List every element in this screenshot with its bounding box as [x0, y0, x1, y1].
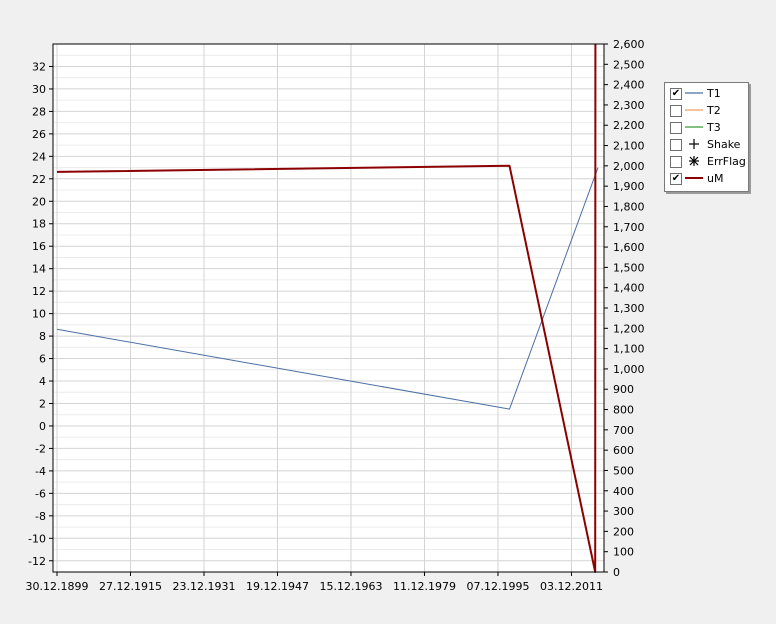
legend-item-t3[interactable]: T3: [670, 120, 748, 136]
legend-item-t2[interactable]: T2: [670, 103, 748, 119]
y-left-tick-label: 12: [32, 285, 46, 298]
plot-area: [52, 43, 605, 573]
x-tick-label: 15.12.1963: [319, 580, 382, 593]
y-left-tick-label: 2: [39, 397, 46, 410]
y-right-tick-label: 1,500: [613, 261, 645, 274]
y-left-tick-label: 8: [39, 330, 46, 343]
y-left-tick-label: -10: [28, 532, 46, 545]
y-right-tick-label: 500: [613, 464, 634, 477]
plot-border: [52, 43, 605, 573]
y-right-tick-label: 800: [613, 404, 634, 417]
y-right-tick-label: 2,200: [613, 119, 645, 132]
x-tick-label: 30.12.1899: [26, 580, 89, 593]
legend: ✔ T1 T2 T3 Shake ErrFlag ✔ uM: [664, 82, 749, 192]
legend-checkbox-errflag[interactable]: [670, 156, 682, 168]
asterisk-icon: [689, 156, 699, 166]
y-right-tick-label: 2,600: [613, 38, 645, 51]
legend-item-shake[interactable]: Shake: [670, 137, 748, 153]
y-right-tick-label: 1,200: [613, 322, 645, 335]
y-left-tick-label: 14: [32, 263, 46, 276]
legend-swatch-t1: [685, 92, 703, 94]
plus-icon: [689, 139, 699, 149]
y-right-tick-label: 2,100: [613, 140, 645, 153]
y-left-tick-label: -6: [35, 487, 46, 500]
y-right-tick-label: 1,800: [613, 200, 645, 213]
legend-label-shake: Shake: [707, 138, 741, 151]
legend-item-um[interactable]: ✔ uM: [670, 171, 748, 187]
y-left-tick-label: 26: [32, 128, 46, 141]
y-right-tick-label: 1,700: [613, 221, 645, 234]
legend-label-um: uM: [707, 172, 724, 185]
y-right-tick-label: 1,600: [613, 241, 645, 254]
y-right-tick-label: 2,000: [613, 160, 645, 173]
y-left-tick-label: 4: [39, 375, 46, 388]
y-left-tick-label: 22: [32, 173, 46, 186]
y-right-tick-label: 1,100: [613, 343, 645, 356]
x-tick-label: 03.12.2011: [540, 580, 603, 593]
x-tick-label: 07.12.1995: [466, 580, 529, 593]
x-tick-label: 27.12.1915: [99, 580, 162, 593]
x-tick-label: 11.12.1979: [393, 580, 456, 593]
y-left-tick-label: 18: [32, 218, 46, 231]
y-right-tick-label: 2,400: [613, 79, 645, 92]
legend-label-t2: T2: [707, 104, 721, 117]
y-left-tick-label: 24: [32, 150, 46, 163]
legend-label-t1: T1: [707, 87, 721, 100]
series-line-t1: [56, 167, 599, 410]
y-left-tick-label: 32: [32, 60, 46, 73]
legend-swatch-t3: [685, 126, 703, 128]
legend-checkbox-um[interactable]: ✔: [670, 173, 682, 185]
y-right-tick-label: 300: [613, 505, 634, 518]
legend-swatch-um: [685, 177, 703, 179]
series-line-um: [56, 43, 597, 573]
y-right-tick-label: 900: [613, 383, 634, 396]
y-left-tick-label: 0: [39, 420, 46, 433]
legend-item-t1[interactable]: ✔ T1: [670, 86, 748, 102]
legend-checkbox-t1[interactable]: ✔: [670, 88, 682, 100]
y-right-tick-label: 600: [613, 444, 634, 457]
y-left-tick-label: 20: [32, 195, 46, 208]
y-left-tick-label: 6: [39, 353, 46, 366]
y-left-tick-label: -12: [28, 555, 46, 568]
y-left-tick-label: -8: [35, 510, 46, 523]
y-right-tick-label: 100: [613, 546, 634, 559]
y-right-tick-label: 2,500: [613, 58, 645, 71]
y-right-tick-label: 1,000: [613, 363, 645, 376]
y-left-tick-label: 16: [32, 240, 46, 253]
legend-swatch-t2: [685, 109, 703, 111]
y-left-tick-label: -2: [35, 442, 46, 455]
legend-checkbox-t3[interactable]: [670, 122, 682, 134]
y-right-tick-label: 400: [613, 485, 634, 498]
grid-layer: [53, 44, 604, 572]
axis-layer: -12-10-8-6-4-202468101214161820222426283…: [26, 38, 645, 593]
y-left-tick-label: 30: [32, 83, 46, 96]
x-tick-label: 19.12.1947: [246, 580, 309, 593]
y-right-tick-label: 1,300: [613, 302, 645, 315]
legend-label-t3: T3: [707, 121, 721, 134]
y-right-tick-label: 0: [613, 566, 620, 579]
y-right-tick-label: 700: [613, 424, 634, 437]
legend-checkbox-shake[interactable]: [670, 139, 682, 151]
y-right-tick-label: 1,400: [613, 282, 645, 295]
y-left-tick-label: 28: [32, 105, 46, 118]
y-left-tick-label: -4: [35, 465, 46, 478]
legend-checkbox-t2[interactable]: [670, 105, 682, 117]
y-left-tick-label: 10: [32, 308, 46, 321]
legend-label-errflag: ErrFlag: [707, 155, 746, 168]
series-layer: [56, 43, 599, 573]
y-right-tick-label: 2,300: [613, 99, 645, 112]
y-right-tick-label: 1,900: [613, 180, 645, 193]
y-right-tick-label: 200: [613, 525, 634, 538]
x-tick-label: 23.12.1931: [172, 580, 235, 593]
legend-item-errflag[interactable]: ErrFlag: [670, 154, 748, 170]
